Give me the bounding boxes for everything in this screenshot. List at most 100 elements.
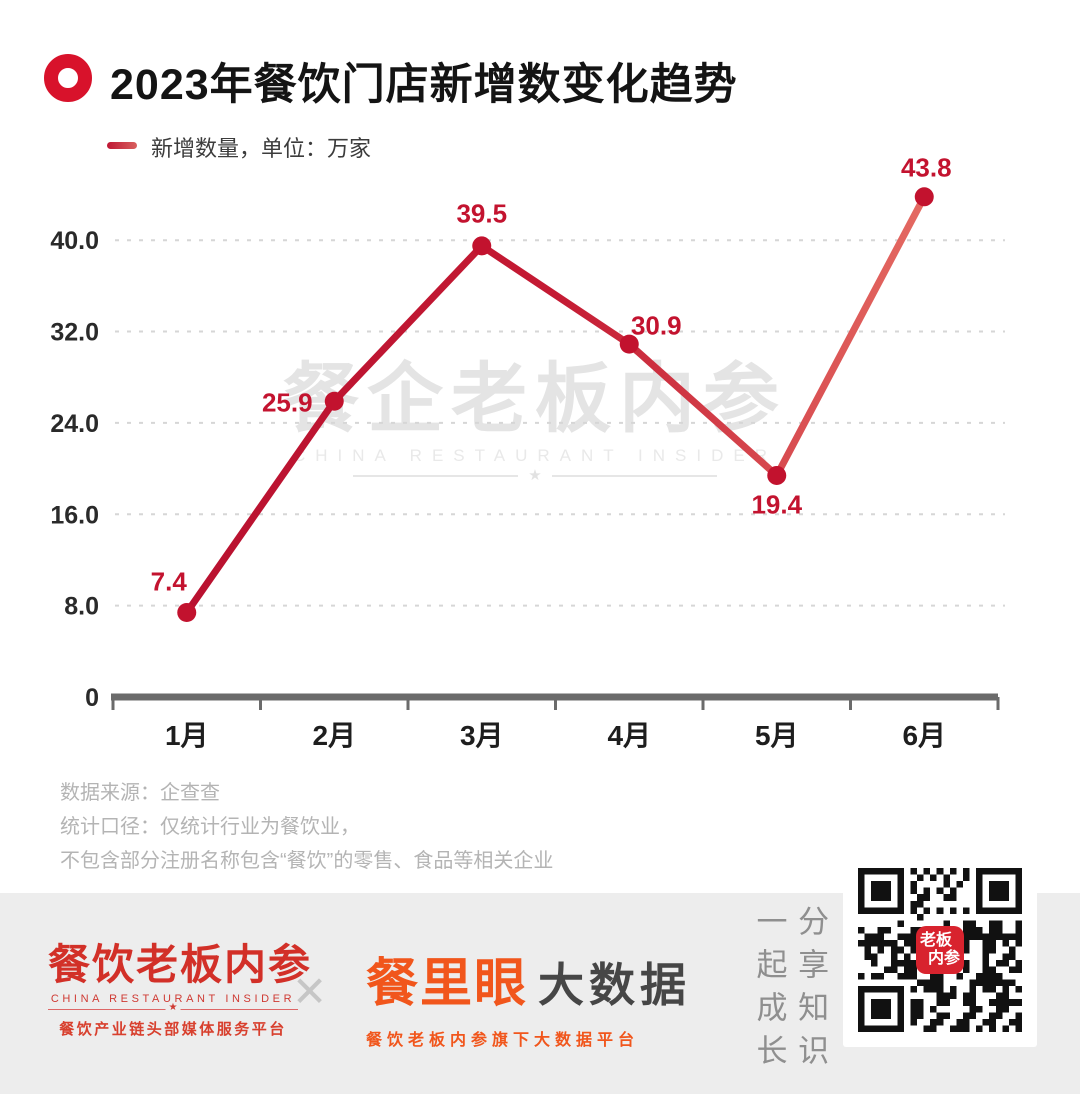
y-axis-tick-label: 40.0 bbox=[50, 227, 99, 255]
qr-module bbox=[1015, 986, 1022, 993]
chart-canvas: 0 8.0 16.0 24.0 32.0 40.0 1月 2月 3月 4月 5月 6月 bbox=[50, 187, 1005, 751]
qr-module bbox=[943, 999, 950, 1006]
x-axis-label: 2月 bbox=[312, 720, 356, 751]
qr-module bbox=[923, 868, 931, 875]
qr-module bbox=[962, 940, 970, 947]
qr-module bbox=[989, 946, 996, 954]
qr-module bbox=[864, 946, 872, 954]
slogan-left-column: 一起成长 bbox=[751, 905, 787, 1077]
x-axis-label: 1月 bbox=[165, 720, 209, 751]
qr-module bbox=[858, 972, 865, 980]
qr-module bbox=[936, 999, 944, 1006]
qr-module bbox=[995, 959, 1003, 967]
data-label: 39.5 bbox=[456, 198, 508, 229]
title-bullet-icon bbox=[44, 54, 92, 102]
qr-module bbox=[890, 959, 898, 967]
data-point-marker bbox=[619, 334, 639, 354]
qr-module bbox=[923, 887, 931, 895]
qr-module bbox=[1002, 1005, 1009, 1013]
qr-module bbox=[982, 933, 990, 941]
qr-module bbox=[989, 1012, 996, 1019]
canlieye-brand: 餐里眼 bbox=[366, 955, 529, 1013]
qr-module bbox=[1002, 1025, 1009, 1032]
qr-module bbox=[930, 874, 937, 882]
qr-module bbox=[956, 972, 963, 980]
legend-label: 新增数量，单位：万家 bbox=[151, 136, 372, 161]
qr-module bbox=[884, 940, 891, 947]
qr-module bbox=[982, 966, 990, 973]
qr-module bbox=[976, 979, 983, 987]
data-point-marker bbox=[324, 391, 344, 411]
qr-module bbox=[962, 966, 970, 973]
data-point-marker bbox=[914, 187, 934, 207]
qr-module bbox=[949, 907, 957, 914]
qr-module bbox=[936, 907, 944, 914]
qr-module bbox=[917, 1005, 924, 1013]
qr-module bbox=[936, 992, 944, 1000]
qr-module bbox=[1015, 920, 1022, 928]
qr-module bbox=[910, 1012, 918, 1019]
qr-module bbox=[982, 1018, 990, 1026]
qr-module bbox=[936, 972, 944, 980]
qr-module bbox=[969, 992, 977, 1000]
qr-module bbox=[884, 966, 891, 973]
qr-module bbox=[956, 1018, 963, 1026]
qr-module bbox=[989, 927, 996, 934]
qr-module bbox=[1015, 966, 1022, 973]
cross-separator-icon: ✕ bbox=[292, 968, 328, 1015]
qr-module bbox=[989, 972, 996, 980]
qr-module bbox=[910, 907, 918, 914]
qr-module bbox=[930, 1018, 937, 1026]
qr-module bbox=[903, 940, 911, 947]
data-point-marker bbox=[767, 465, 787, 485]
qr-module bbox=[1002, 959, 1009, 967]
qr-module bbox=[910, 887, 918, 895]
qr-module bbox=[864, 940, 872, 947]
qr-module bbox=[982, 979, 990, 987]
qr-module bbox=[976, 933, 983, 941]
qr-module bbox=[936, 986, 944, 993]
qr-module bbox=[995, 979, 1003, 987]
qr-module bbox=[910, 999, 918, 1006]
qr-module bbox=[956, 1025, 963, 1032]
qr-code: 老板 内参 bbox=[843, 853, 1037, 1047]
qr-module bbox=[989, 1018, 996, 1026]
y-axis-tick-label: 32.0 bbox=[50, 319, 99, 347]
qr-module bbox=[917, 874, 924, 882]
qr-module bbox=[897, 959, 904, 967]
qr-module bbox=[858, 940, 865, 947]
qr-module bbox=[962, 1018, 970, 1026]
data-point-marker bbox=[177, 602, 197, 622]
data-point-marker bbox=[472, 236, 492, 256]
qr-module bbox=[910, 966, 918, 973]
qr-module bbox=[923, 986, 931, 993]
data-label: 30.9 bbox=[630, 310, 682, 341]
qr-module bbox=[943, 1012, 950, 1019]
qr-module bbox=[982, 953, 990, 960]
qr-module bbox=[890, 940, 898, 947]
qr-module bbox=[930, 1005, 937, 1013]
qr-module bbox=[962, 999, 970, 1006]
qr-module bbox=[871, 953, 878, 960]
qr-module bbox=[989, 966, 996, 973]
qr-module bbox=[897, 946, 904, 954]
qr-module bbox=[903, 972, 911, 980]
qr-module bbox=[982, 940, 990, 947]
qr-module bbox=[871, 972, 878, 980]
qr-module bbox=[1015, 933, 1022, 941]
slogan-vertical-text: 一起成长 分享知识 bbox=[751, 905, 829, 1077]
qr-module bbox=[923, 979, 931, 987]
qr-module bbox=[877, 940, 885, 947]
qr-module bbox=[989, 920, 996, 928]
qr-module bbox=[995, 920, 1003, 928]
qr-module bbox=[976, 1005, 983, 1013]
x-axis-label: 6月 bbox=[902, 720, 946, 751]
qr-module bbox=[943, 920, 950, 928]
qr-module bbox=[936, 887, 944, 895]
qr-module bbox=[1002, 953, 1009, 960]
qr-module bbox=[1015, 927, 1022, 934]
watermark-star-divider: ★ bbox=[283, 468, 787, 483]
qr-module bbox=[949, 1025, 957, 1032]
qr-module bbox=[910, 927, 918, 934]
